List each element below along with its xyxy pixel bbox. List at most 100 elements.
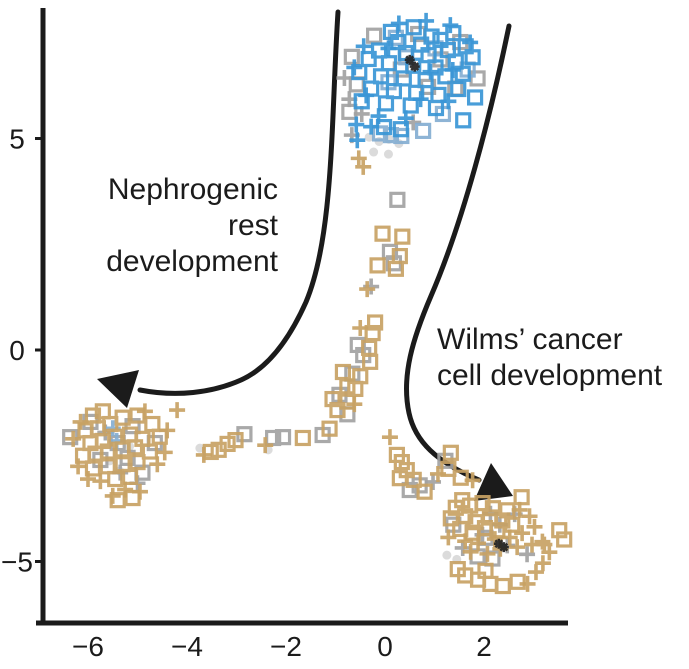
data-point-plus: [72, 413, 89, 430]
data-point-plus: [131, 483, 148, 500]
data-point-plus: [462, 543, 479, 560]
data-point-dot: [369, 147, 379, 157]
data-point-plus: [526, 518, 543, 535]
data-point-square: [121, 468, 139, 485]
data-point-square: [274, 429, 292, 446]
data-point-square: [141, 443, 158, 460]
data-point-plus: [521, 508, 538, 525]
data-point-square: [394, 228, 411, 245]
data-point-plus: [418, 12, 435, 29]
data-point-plus: [422, 63, 439, 80]
data-point-square: [477, 562, 494, 579]
data-point-square: [99, 443, 116, 460]
annotation-line: cell development: [437, 359, 663, 392]
data-point-plus: [397, 110, 414, 127]
data-point-square: [556, 531, 573, 548]
data-point-plus: [514, 525, 531, 542]
data-point-square: [227, 431, 244, 449]
data-point-square: [415, 122, 432, 139]
data-point-square: [144, 415, 161, 433]
y-tick-label: −5: [1, 547, 33, 578]
data-point-plus: [509, 539, 526, 556]
data-point-plus: [348, 116, 365, 133]
data-point-plus: [156, 444, 173, 461]
x-tick-label: 0: [377, 631, 393, 662]
data-point-square: [114, 409, 131, 426]
data-point-plus: [370, 108, 387, 125]
data-point-plus: [355, 38, 372, 55]
data-point-plus: [519, 575, 536, 592]
annotation-line: Nephrogenic: [107, 173, 278, 206]
data-point-square: [395, 70, 412, 87]
data-point-square: [329, 401, 346, 419]
data-point-plus: [440, 529, 457, 546]
nephrogenic-rest-arrow-head: [97, 370, 139, 408]
data-point-square: [401, 481, 418, 499]
data-point-square: [369, 257, 386, 274]
data-point-square: [450, 80, 467, 98]
data-point-star: [498, 542, 509, 553]
data-point-plus: [470, 535, 487, 552]
data-point-plus: [462, 34, 479, 51]
annotation-line: development: [106, 245, 278, 278]
data-point-dot: [364, 132, 374, 142]
data-point-plus: [359, 281, 376, 298]
series-blue-square: [351, 19, 484, 138]
data-point-square: [427, 99, 445, 117]
data-point-plus: [159, 422, 176, 439]
data-point-square: [489, 522, 506, 539]
annotation-line: rest: [227, 209, 278, 242]
data-point-plus: [349, 132, 366, 149]
data-point-plus: [363, 118, 380, 135]
data-point-plus: [104, 487, 121, 504]
data-point-plus: [346, 396, 363, 413]
data-point-plus: [534, 555, 551, 572]
series-tan-square: [74, 225, 573, 595]
data-point-square: [366, 27, 383, 44]
data-point-square: [494, 577, 511, 595]
data-point-plus: [501, 529, 518, 546]
data-point-plus: [440, 93, 457, 110]
data-point-square: [452, 469, 469, 486]
data-point-square: [416, 483, 433, 500]
data-point-plus: [80, 471, 96, 488]
data-point-square: [377, 95, 395, 112]
data-point-plus: [355, 158, 372, 175]
x-tick-label: −2: [270, 631, 302, 662]
data-point-plus: [92, 473, 109, 490]
data-point-plus: [511, 501, 528, 518]
x-tick-label: 2: [476, 631, 492, 662]
data-point-square: [374, 225, 391, 242]
data-point-square: [454, 65, 471, 82]
data-point-square: [466, 89, 484, 106]
data-point-square: [440, 460, 457, 477]
data-point-plus: [479, 545, 496, 562]
data-point-plus: [425, 473, 442, 490]
data-point-plus: [457, 533, 474, 550]
series-tan-plus: [65, 150, 558, 592]
data-point-square: [129, 453, 146, 471]
data-point-plus: [541, 544, 558, 561]
data-point-plus: [336, 70, 353, 87]
data-point-square: [405, 19, 422, 36]
data-point-square: [455, 112, 472, 129]
annotation-wilms-cancer-cell-development: Wilms’ cancer cell development: [437, 322, 662, 394]
data-point-square: [126, 439, 144, 456]
data-point-plus: [464, 472, 481, 489]
data-point-square: [464, 49, 481, 66]
wilms-arrow: [404, 23, 512, 483]
data-point-square: [364, 324, 381, 342]
data-point-square: [84, 460, 102, 477]
data-point-plus: [257, 437, 274, 454]
y-tick-label: 5: [9, 124, 25, 155]
annotation-line: Wilms’ cancer: [437, 323, 623, 356]
data-point-plus: [390, 15, 407, 32]
data-point-plus: [429, 465, 446, 482]
data-point-plus: [346, 59, 363, 76]
data-point-plus: [195, 446, 212, 463]
data-point-square: [389, 191, 406, 208]
data-point-square: [387, 260, 404, 277]
nephrogenic-rest-arrow: [137, 9, 341, 396]
data-point-plus: [352, 320, 369, 337]
